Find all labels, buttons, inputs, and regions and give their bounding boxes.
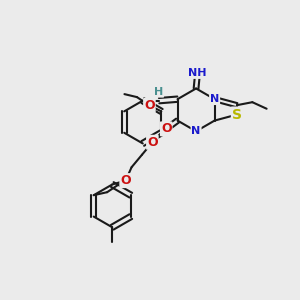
- Text: N: N: [210, 94, 219, 104]
- Text: S: S: [232, 108, 242, 122]
- Text: N: N: [191, 126, 201, 136]
- Text: H: H: [154, 87, 163, 97]
- Text: O: O: [120, 174, 131, 187]
- Text: O: O: [147, 136, 158, 149]
- Text: O: O: [144, 99, 155, 112]
- Text: NH: NH: [188, 68, 207, 78]
- Text: O: O: [161, 122, 172, 135]
